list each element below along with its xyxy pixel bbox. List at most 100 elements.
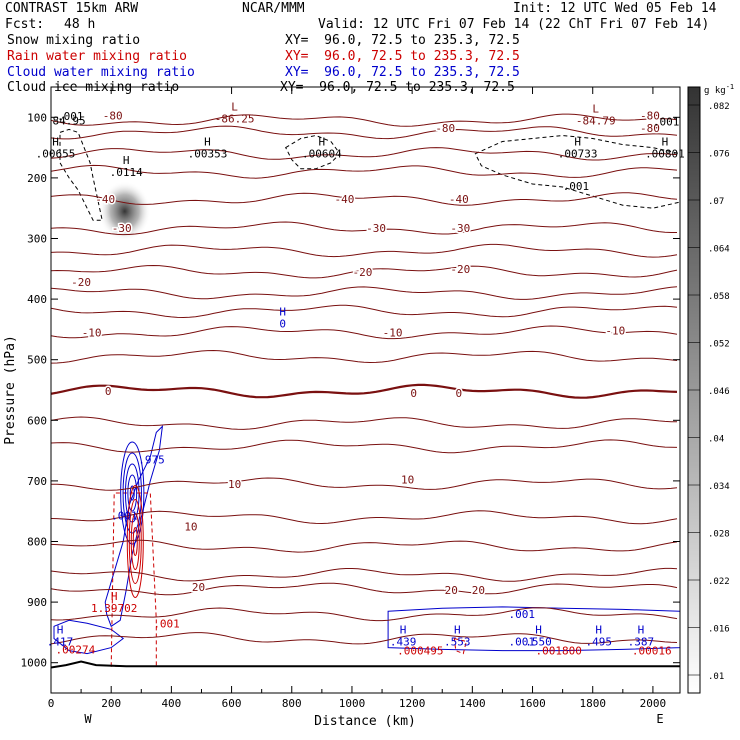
x-tick-label: 600 (222, 697, 242, 710)
extremum-letter: L (231, 100, 238, 113)
x-tick-label: 0 (48, 697, 55, 710)
temperature-label: 20 (192, 581, 205, 594)
contour-value-label: .001 (508, 608, 535, 621)
colorbar-tick-label: .028 (708, 530, 730, 540)
contour-value-label: .975 (138, 454, 165, 467)
colorbar-tick-label: .046 (708, 387, 730, 397)
y-tick-label: 400 (27, 293, 47, 306)
axis-layer: 0 200 400 600 800 1000 1200 1400 1600 1800 2000100… (21, 87, 680, 710)
header-title: CONTRAST 15km ARW (5, 1, 139, 16)
extremum-letter: H (279, 305, 286, 318)
header-init: Init: 12 UTC Wed 05 Feb 14 (513, 1, 717, 16)
y-tick-label: 100 (27, 111, 47, 124)
rain-water-inner-contour (126, 485, 144, 598)
contour-value-label: .001 (153, 617, 180, 630)
temperature-label: -20 (450, 263, 470, 276)
contour-value-label: .001 (57, 110, 83, 123)
temperature-contour (51, 221, 677, 236)
colorbar-unit-base: g kg (704, 86, 726, 96)
temperature-label: -80 (640, 122, 660, 135)
extremum-value: -84.79 (576, 114, 616, 127)
cloud-water-inner-contour (129, 485, 135, 501)
field-snow-xy: XY= 96.0, 72.5 to 235.3, 72.5 (285, 33, 520, 48)
temperature-label: -30 (366, 222, 386, 235)
plot-frame (50, 86, 681, 694)
x-tick-label: 800 (282, 697, 302, 710)
temperature-label: -80 (640, 109, 660, 122)
temperature-contour (51, 416, 678, 430)
x-tick-label: 1000 (339, 697, 366, 710)
contour-value-label: .00274 (56, 643, 96, 656)
extremum-value: .553 (444, 635, 471, 648)
extremum-value: .0114 (110, 166, 143, 179)
cloud-ice-contour (285, 134, 341, 170)
y-tick-label: 700 (27, 475, 47, 488)
field-cloudwater-name: Cloud water mixing ratio (7, 65, 195, 80)
extremum-letter: H (574, 136, 581, 149)
temperature-label: -30 (112, 222, 132, 235)
rain-water-contour (110, 492, 157, 667)
y-tick-label: 800 (27, 536, 47, 549)
colorbar-tick-label: .01 (708, 672, 724, 682)
extremum-letter: H (400, 623, 407, 636)
y-tick-label: 600 (27, 414, 47, 427)
contour-value-label: .001 (563, 180, 590, 193)
x-tick-label: 1400 (459, 697, 486, 710)
y-tick-label: 1000 (21, 657, 48, 670)
temperature-label: 0 (105, 385, 112, 398)
temperature-contour (51, 125, 678, 140)
temperature-label: 0 (455, 387, 462, 400)
cloud-ice-contour (474, 134, 680, 209)
temperature-label: -40 (334, 193, 354, 206)
colorbar-tick-label: .082 (708, 102, 730, 112)
header-valid: Valid: 12 UTC Fri 07 Feb 14 (22 ChT Fri … (318, 17, 710, 32)
contour-value-label: 84.95 (53, 114, 86, 127)
extremum-letter: H (204, 136, 211, 149)
field-snow-name: Snow mixing ratio (7, 33, 141, 48)
contour-value-label: .001 (653, 116, 680, 129)
colorbar-tick-label: .052 (708, 340, 730, 350)
temperature-contour (51, 607, 678, 622)
x-tick-label: 1200 (399, 697, 426, 710)
temperature-contour (51, 325, 678, 340)
ground-line (51, 660, 680, 669)
rain-water-inner-contour (130, 513, 140, 570)
contour-value-label: .000495 (397, 645, 443, 658)
temperature-contour (51, 243, 678, 258)
extremum-value: .00733 (558, 148, 598, 161)
rain-water-inner-contour (128, 499, 142, 584)
temperature-contour (51, 304, 678, 319)
extremum-letter: H (638, 623, 645, 636)
y-tick-label: 900 (27, 596, 47, 609)
temperature-label: -20 (71, 276, 91, 289)
extremum-letter: H (454, 623, 461, 636)
extremum-value: .00655 (36, 148, 76, 161)
extremum-letter: H (111, 590, 118, 603)
field-rain-xy: XY= 96.0, 72.5 to 235.3, 72.5 (285, 49, 520, 64)
temperature-contour (51, 383, 678, 399)
shaded-layer (98, 181, 151, 242)
temperature-label: -40 (449, 193, 469, 206)
extremum-letter: L (592, 102, 599, 115)
colorbar-ticks: .01 .016 .022 .028 .034 .04 .046 .052 .058 .064 .0… (688, 102, 730, 682)
region-layer (53, 128, 680, 667)
colorbar-tick-label: .07 (708, 197, 724, 207)
temperature-contour (51, 164, 678, 179)
extremum-value: .387 (628, 635, 655, 648)
temperature-label: 20 (445, 584, 458, 597)
temperature-label: -10 (82, 326, 102, 339)
temperature-label: -20 (353, 266, 373, 279)
colorbar-tick-label: .034 (708, 482, 730, 492)
contour-layer (51, 113, 680, 669)
colorbar-tick-label: .04 (708, 435, 724, 445)
temperature-contour (51, 264, 678, 279)
x-tick-label: 200 (101, 697, 121, 710)
x-axis-label: Distance (km) (314, 714, 416, 729)
contour-value-label: .001 (111, 509, 138, 522)
extremum-value: -86.25 (215, 112, 255, 125)
extremum-letter: H (662, 136, 669, 149)
extremum-value: .439 (390, 635, 417, 648)
colorbar-tick-label: .064 (708, 245, 730, 255)
cloud-ice-contour (59, 128, 103, 221)
